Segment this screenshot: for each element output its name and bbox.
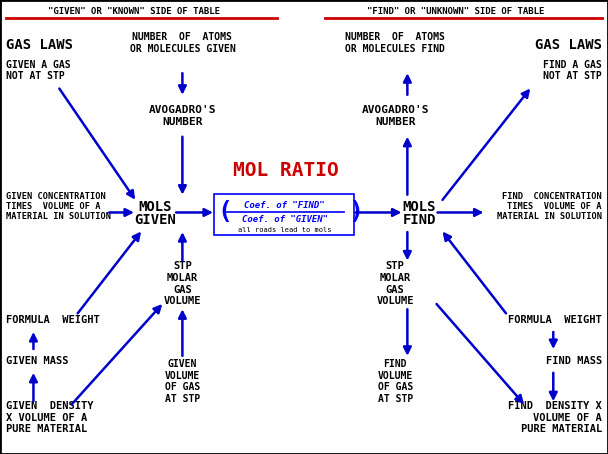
Text: FIND
VOLUME
OF GAS
AT STP: FIND VOLUME OF GAS AT STP (378, 359, 413, 404)
Text: GIVEN: GIVEN (134, 213, 176, 227)
Text: GAS LAWS: GAS LAWS (535, 39, 602, 52)
Text: FORMULA  WEIGHT: FORMULA WEIGHT (508, 315, 602, 325)
Text: NUMBER  OF  ATOMS
OR MOLECULES GIVEN: NUMBER OF ATOMS OR MOLECULES GIVEN (130, 32, 235, 54)
Text: FIND MASS: FIND MASS (545, 356, 602, 366)
Text: GAS LAWS: GAS LAWS (6, 39, 73, 52)
Text: GIVEN CONCENTRATION
TIMES  VOLUME OF A
MATERIAL IN SOLUTION: GIVEN CONCENTRATION TIMES VOLUME OF A MA… (6, 192, 111, 222)
Text: GIVEN
VOLUME
OF GAS
AT STP: GIVEN VOLUME OF GAS AT STP (165, 359, 200, 404)
Text: "FIND" OR "UNKNOWN" SIDE OF TABLE: "FIND" OR "UNKNOWN" SIDE OF TABLE (367, 7, 545, 16)
Text: AVOGADRO'S
NUMBER: AVOGADRO'S NUMBER (148, 105, 216, 127)
Text: Coef. of "GIVEN": Coef. of "GIVEN" (241, 215, 328, 224)
Text: NUMBER  OF  ATOMS
OR MOLECULES FIND: NUMBER OF ATOMS OR MOLECULES FIND (345, 32, 445, 54)
Text: all roads lead to mols: all roads lead to mols (238, 227, 331, 233)
Text: AVOGADRO'S
NUMBER: AVOGADRO'S NUMBER (361, 105, 429, 127)
Text: GIVEN A GAS
NOT AT STP: GIVEN A GAS NOT AT STP (6, 59, 71, 81)
Text: (: ( (218, 201, 233, 224)
Text: GIVEN  DENSITY
X VOLUME OF A
PURE MATERIAL: GIVEN DENSITY X VOLUME OF A PURE MATERIA… (6, 401, 94, 434)
Text: STP
MOLAR
GAS
VOLUME: STP MOLAR GAS VOLUME (376, 262, 414, 306)
Text: GIVEN MASS: GIVEN MASS (6, 356, 69, 366)
Text: MOLS: MOLS (402, 200, 437, 213)
Text: MOLS: MOLS (138, 200, 172, 213)
Text: FIND  DENSITY X
VOLUME OF A
PURE MATERIAL: FIND DENSITY X VOLUME OF A PURE MATERIAL (508, 401, 602, 434)
Text: MOL RATIO: MOL RATIO (233, 161, 339, 180)
Text: Coef. of "FIND": Coef. of "FIND" (244, 201, 325, 210)
Text: FIND A GAS
NOT AT STP: FIND A GAS NOT AT STP (543, 59, 602, 81)
Text: FIND  CONCENTRATION
TIMES  VOLUME OF A
MATERIAL IN SOLUTION: FIND CONCENTRATION TIMES VOLUME OF A MAT… (497, 192, 602, 222)
Text: FORMULA  WEIGHT: FORMULA WEIGHT (6, 315, 100, 325)
Text: ): ) (348, 201, 363, 224)
Text: "GIVEN" OR "KNOWN" SIDE OF TABLE: "GIVEN" OR "KNOWN" SIDE OF TABLE (48, 7, 219, 16)
Text: STP
MOLAR
GAS
VOLUME: STP MOLAR GAS VOLUME (164, 262, 201, 306)
FancyBboxPatch shape (214, 194, 354, 235)
Text: FIND: FIND (402, 213, 437, 227)
